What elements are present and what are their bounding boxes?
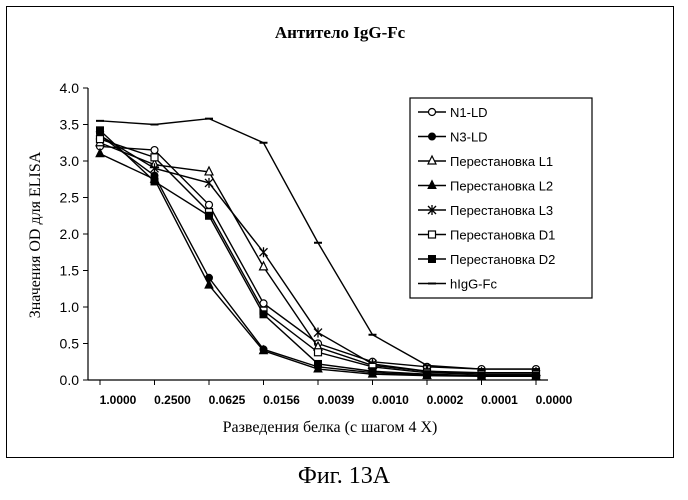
x-tick-label: 0.0010 [372,393,409,407]
legend-label: Перестановка L1 [450,154,553,169]
x-tick-label: 0.0000 [536,393,573,407]
data-point [260,247,268,257]
data-point [424,371,431,378]
legend-label: N3-LD [450,130,488,145]
x-axis-label: Разведения белка (с шагом 4 Х) [223,419,438,436]
data-point [151,154,158,161]
x-tick-label: 0.0001 [481,393,518,407]
y-tick-label: 3.5 [60,117,80,133]
data-point [97,127,104,134]
data-point [429,231,436,238]
y-tick-label: 4.0 [60,80,80,96]
data-point [369,368,376,375]
data-point [315,360,322,367]
y-tick-label: 1.0 [60,299,80,315]
x-tick-label: 0.0039 [318,393,355,407]
y-tick-label: 2.0 [60,226,80,242]
figure-caption: Фиг. 13А [0,463,688,490]
y-tick-label: 0.0 [60,372,80,388]
x-tick-label: 0.0156 [263,393,300,407]
data-point [151,178,158,185]
legend-label: Перестановка D1 [450,228,555,243]
legend-label: Перестановка D2 [450,252,555,267]
legend-label: N1-LD [450,105,488,120]
y-tick-label: 3.0 [60,153,80,169]
data-point [97,136,104,143]
data-point [205,178,213,188]
y-tick-label: 0.5 [60,336,80,352]
y-tick-label: 2.5 [60,190,80,206]
data-point [151,163,159,173]
data-point [478,372,485,379]
legend-label: Перестановка L3 [450,203,553,218]
x-tick-label: 0.2500 [154,393,191,407]
x-tick-label: 0.0002 [427,393,464,407]
y-axis-label: Значения OD для ELISA [27,151,44,318]
data-point [315,349,322,356]
legend-label: hIgG-Fc [450,277,497,292]
chart-svg: Антитело IgG-Fc Значения OD для ELISA Ра… [0,0,688,460]
legend-box [410,98,592,298]
data-point [260,311,267,318]
data-point [96,149,104,157]
data-point [314,328,322,338]
data-point [429,109,436,116]
data-point [206,201,213,208]
data-point [533,372,540,379]
data-point [206,212,213,219]
legend: N1-LD N3-LD Перестановка L1 Перестановка L2… [410,98,592,298]
data-point [429,256,436,263]
data-point [429,133,436,140]
x-tick-label: 1.0000 [100,393,137,407]
x-tick-label: 0.0625 [209,393,246,407]
data-point [151,147,158,154]
legend-label: Перестановка L2 [450,179,553,194]
y-tick-label: 1.5 [60,263,80,279]
chart-title: Антитело IgG-Fc [275,23,406,42]
